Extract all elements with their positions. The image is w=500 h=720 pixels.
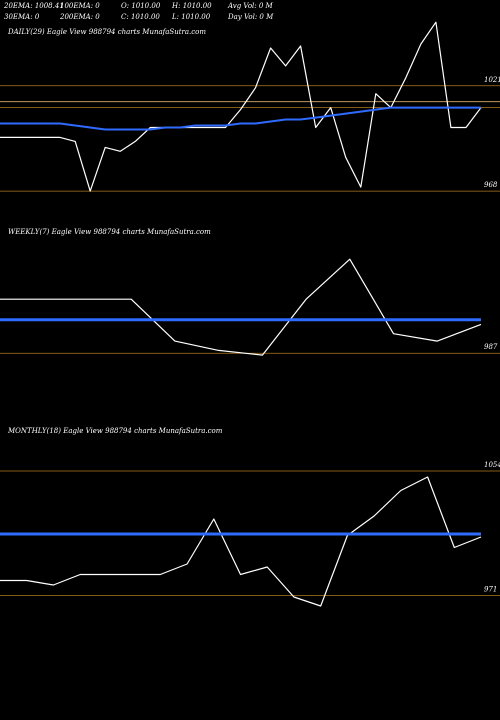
monthly-tick-label: 971 [484, 586, 497, 594]
daily-ema-line [0, 106, 481, 131]
header-day-vol: Day Vol: 0 M [227, 13, 274, 21]
weekly-price-line [0, 258, 482, 356]
daily-price-line [0, 21, 482, 192]
header-low: L: 1010.00 [171, 13, 211, 21]
monthly-panel-label: MONTHLY(18) Eagle View 988794 charts Mun… [7, 427, 223, 435]
daily-tick-label: 1021 [484, 76, 500, 84]
monthly-price-line [0, 476, 482, 607]
weekly-tick-label: 987 [484, 343, 498, 351]
daily-panel: DAILY(29) Eagle View 988794 charts Munaf… [0, 21, 500, 192]
header-ema20: 20EMA: 1008.41 [3, 2, 64, 10]
header-readout: 20EMA: 1008.41 100EMA: 0 O: 1010.00 H: 1… [3, 2, 274, 21]
header-ema200: 200EMA: 0 [59, 13, 100, 21]
header-avg-vol: Avg Vol: 0 M [227, 2, 274, 10]
header-ema30: 30EMA: 0 [4, 13, 40, 21]
daily-panel-label: DAILY(29) Eagle View 988794 charts Munaf… [7, 28, 206, 36]
header-close: C: 1010.00 [121, 13, 160, 21]
daily-tick-label: 968 [484, 181, 498, 189]
weekly-panel: WEEKLY(7) Eagle View 988794 charts Munaf… [0, 228, 500, 356]
monthly-panel: MONTHLY(18) Eagle View 988794 charts Mun… [0, 427, 500, 607]
weekly-panel-label: WEEKLY(7) Eagle View 988794 charts Munaf… [8, 228, 211, 236]
header-high: H: 1010.00 [171, 2, 212, 10]
chart-panels: DAILY(29) Eagle View 988794 charts Munaf… [0, 21, 500, 607]
monthly-tick-label: 1054 [484, 461, 500, 469]
header-ema100: 100EMA: 0 [60, 2, 100, 10]
header-open: O: 1010.00 [121, 2, 161, 10]
